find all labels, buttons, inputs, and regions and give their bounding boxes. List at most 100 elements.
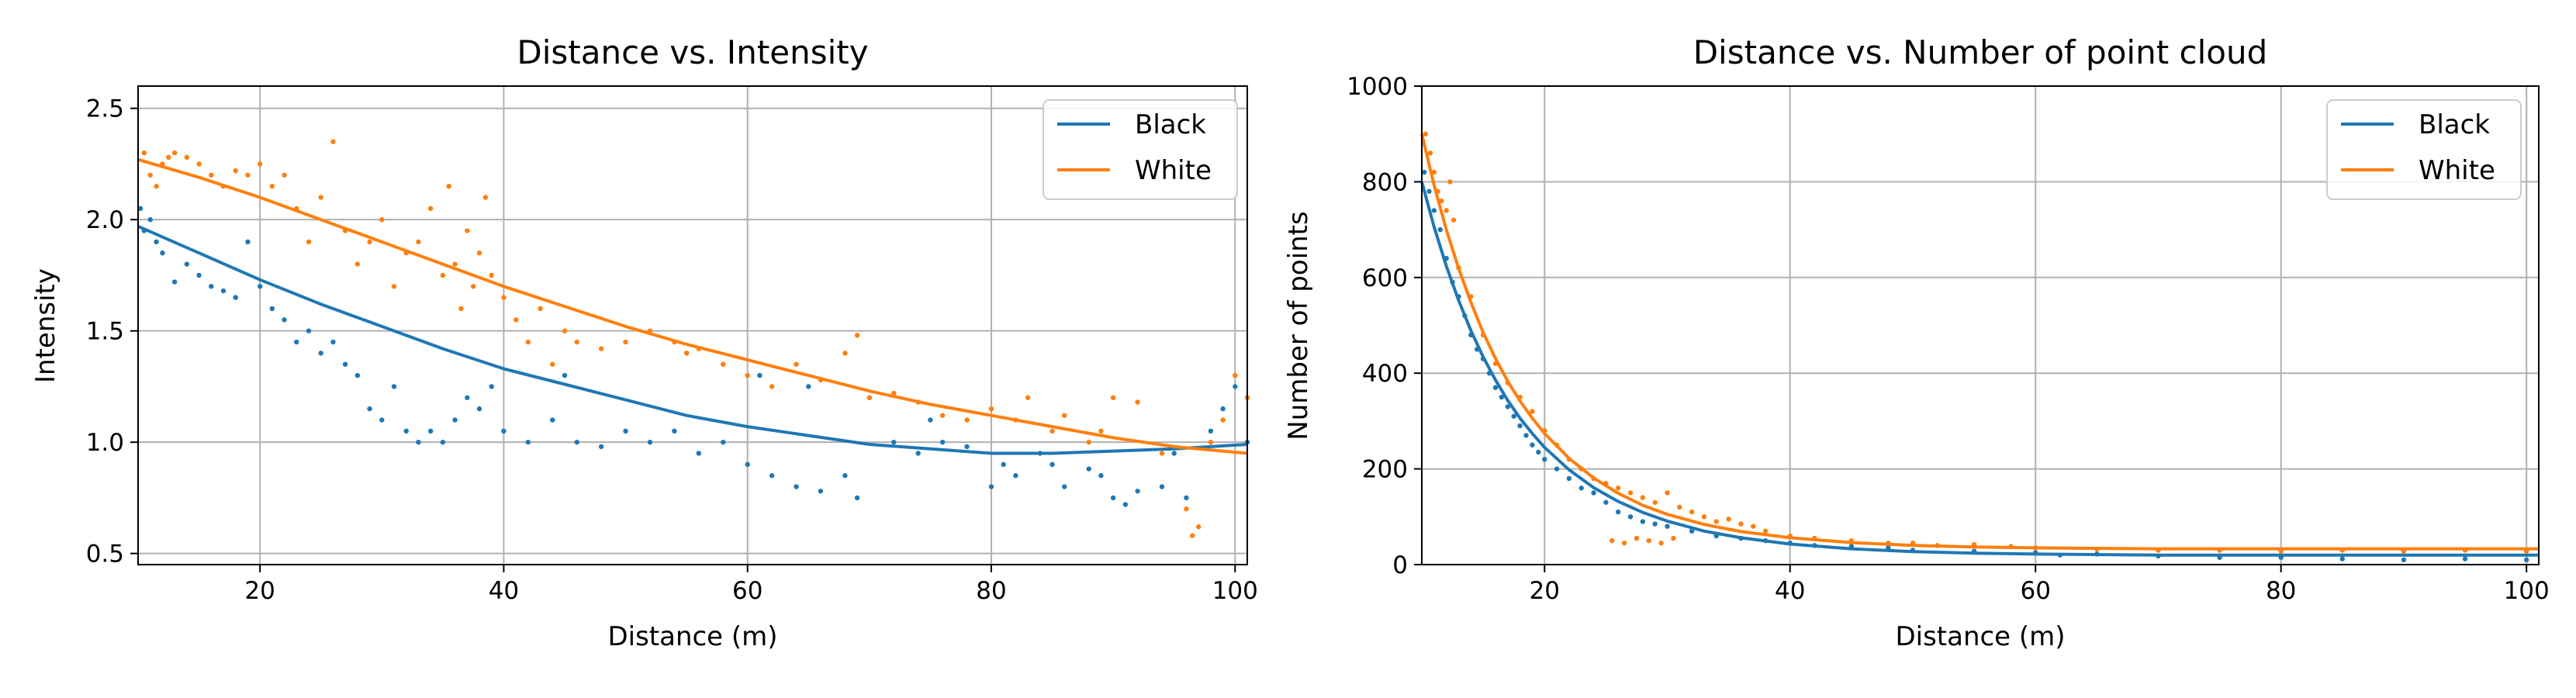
y-tick-label: 800 [1362, 168, 1408, 196]
data-point-white [416, 239, 421, 245]
data-point-black [282, 317, 287, 323]
data-point-white [1208, 439, 1214, 445]
chart-title: Distance vs. Number of point cloud [1693, 33, 2268, 71]
data-point-black [1013, 473, 1018, 479]
data-point-black [1603, 499, 1609, 505]
data-point-black [1578, 485, 1584, 491]
intensity-chart: Distance vs. Intensity Distance (m) Inte… [30, 33, 1258, 652]
data-point-white [866, 395, 873, 400]
data-point-white [269, 183, 275, 189]
data-point-black [1001, 461, 1006, 468]
data-point-black [391, 384, 397, 389]
data-point-black [562, 372, 568, 378]
x-axis-label: Distance (m) [1895, 621, 2065, 652]
data-point-white [1447, 179, 1453, 185]
data-point-white [1444, 208, 1449, 213]
data-point-white [745, 372, 750, 378]
data-point-black [574, 439, 579, 445]
legend: Black White [2326, 99, 2522, 200]
data-point-white [794, 361, 799, 367]
data-point-black [928, 417, 933, 423]
data-point-white [1159, 451, 1165, 456]
data-point-black [1421, 169, 1427, 175]
data-point-black [1098, 473, 1104, 479]
fit-lines [137, 157, 1248, 455]
data-point-white [166, 154, 171, 161]
data-point-white [939, 413, 946, 418]
x-tick-label: 60 [2020, 577, 2050, 605]
y-tick-label: 0.5 [86, 541, 124, 568]
data-point-black [1554, 466, 1560, 472]
data-point-white [1195, 524, 1202, 530]
data-point-black [842, 473, 848, 479]
data-point-white [476, 251, 482, 256]
data-point-white [623, 339, 628, 345]
data-point-white [257, 161, 263, 167]
data-point-black [306, 328, 312, 333]
y-tick-label: 0 [1392, 551, 1408, 579]
x-tick-label: 80 [976, 577, 1006, 605]
data-point-white [721, 361, 726, 367]
data-point-white [769, 384, 775, 389]
data-point-white [1726, 517, 1731, 522]
data-point-black [1135, 489, 1140, 494]
legend-label-black: Black [1135, 109, 1206, 140]
data-point-white [282, 172, 287, 178]
data-point-white [367, 239, 372, 245]
data-point-white [440, 272, 446, 278]
data-point-black [696, 451, 702, 456]
data-point-black [379, 417, 385, 423]
data-point-black [154, 239, 159, 245]
data-point-black [2339, 556, 2346, 562]
data-point-white [683, 351, 690, 356]
scatter-points [1421, 131, 2529, 563]
data-point-white [465, 228, 470, 233]
legend-label-black: Black [2419, 109, 2490, 140]
x-tick-label: 100 [2504, 577, 2550, 605]
data-point-white [1220, 417, 1226, 423]
gridlines [138, 86, 1247, 565]
data-point-white [470, 284, 476, 289]
data-point-black [915, 451, 921, 456]
data-point-white [1640, 495, 1646, 500]
x-tick-label: 100 [1212, 577, 1258, 605]
data-point-black [1530, 442, 1535, 447]
data-point-black [367, 406, 372, 412]
data-point-white [1738, 521, 1744, 527]
data-point-white [318, 195, 323, 200]
data-point-black [1517, 423, 1523, 429]
data-point-black [354, 372, 361, 378]
data-point-white [1025, 395, 1031, 400]
data-point-black [721, 439, 726, 445]
data-point-white [842, 351, 848, 356]
data-point-white [1634, 535, 1640, 541]
data-point-black [1159, 484, 1165, 489]
y-tick-label: 600 [1362, 264, 1408, 292]
data-point-white [1627, 490, 1634, 496]
data-point-black [1542, 457, 1547, 462]
x-axis-label: Distance (m) [607, 621, 777, 652]
x-tick-label: 80 [2266, 577, 2296, 605]
data-point-black [440, 439, 446, 445]
data-point-black [964, 444, 970, 450]
data-point-white [489, 272, 494, 278]
x-tick-label: 40 [489, 577, 519, 605]
data-point-black [1665, 524, 1670, 529]
data-point-white [452, 261, 458, 267]
data-point-black [137, 206, 143, 212]
data-point-white [1751, 524, 1756, 529]
data-point-black [2462, 556, 2468, 562]
data-point-black [209, 284, 214, 289]
data-point-white [1530, 409, 1535, 414]
data-point-black [1591, 490, 1596, 496]
data-point-white [154, 183, 159, 189]
plot-frame [137, 85, 1248, 565]
y-tick-label: 1.0 [86, 429, 124, 457]
fit-line-white [1420, 133, 2539, 551]
data-point-white [171, 150, 178, 156]
chart-title: Distance vs. Intensity [517, 33, 868, 71]
data-point-black [294, 339, 299, 345]
data-point-black [269, 306, 275, 312]
point-count-chart: Distance vs. Number of point cloud Dista… [1283, 33, 2550, 652]
